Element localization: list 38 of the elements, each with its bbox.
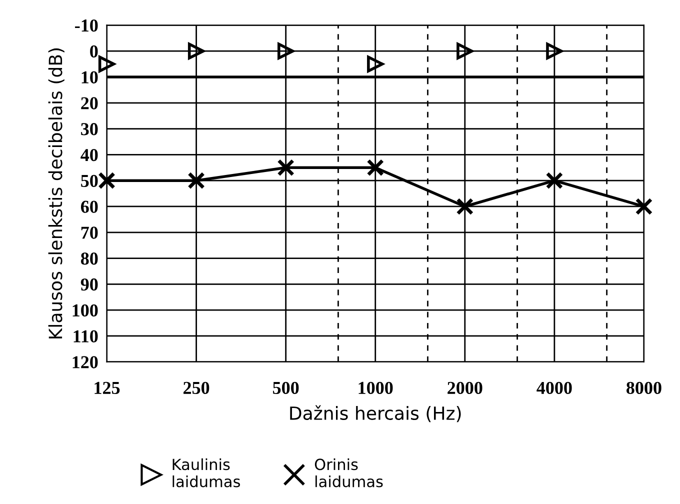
x-tick-label: 1000 <box>358 382 393 394</box>
point <box>366 158 384 176</box>
y-tick-label: 120 <box>72 356 98 368</box>
y-tick-label: 40 <box>80 148 98 162</box>
y-tick-label: -10 <box>75 19 98 32</box>
point <box>277 158 295 176</box>
x-tick-label: 2000 <box>448 382 482 394</box>
y-tick-label: 80 <box>80 252 98 265</box>
point <box>367 56 384 72</box>
x-tick-label: 8000 <box>626 382 662 394</box>
point <box>456 198 474 216</box>
x-tick-label: 4000 <box>536 382 572 394</box>
point <box>546 172 564 190</box>
y-tick-label: 30 <box>81 123 98 136</box>
y-tick-label: 100 <box>72 304 98 317</box>
y-tick-label: 110 <box>74 330 98 342</box>
y-tick-label: 10 <box>82 71 98 84</box>
x-tick-label: 250 <box>184 382 210 394</box>
y-tick-label: 90 <box>80 278 98 291</box>
point <box>188 42 205 60</box>
y-tick-label: 60 <box>80 200 98 213</box>
y-tick-label: 50 <box>81 174 98 188</box>
point <box>277 42 294 60</box>
point <box>98 172 116 190</box>
point <box>635 198 653 216</box>
legend-label: Orinis laidumas <box>314 458 383 488</box>
point <box>98 56 116 72</box>
x-axis-title: Dažnis hercais (Hz) <box>290 405 461 422</box>
y-tick-label: 70 <box>81 226 98 239</box>
y-tick-label: 20 <box>81 97 98 110</box>
point <box>456 42 474 60</box>
y-axis-title: Klausos slenkstis decibelais (dB) <box>48 48 64 338</box>
point <box>188 172 205 190</box>
x-tick-label: 125 <box>94 382 120 394</box>
legend-label: Kaulinis laidumas <box>172 458 240 488</box>
x-tick-label: 500 <box>273 382 299 394</box>
y-tick-label: 0 <box>90 45 98 58</box>
point <box>546 42 563 60</box>
